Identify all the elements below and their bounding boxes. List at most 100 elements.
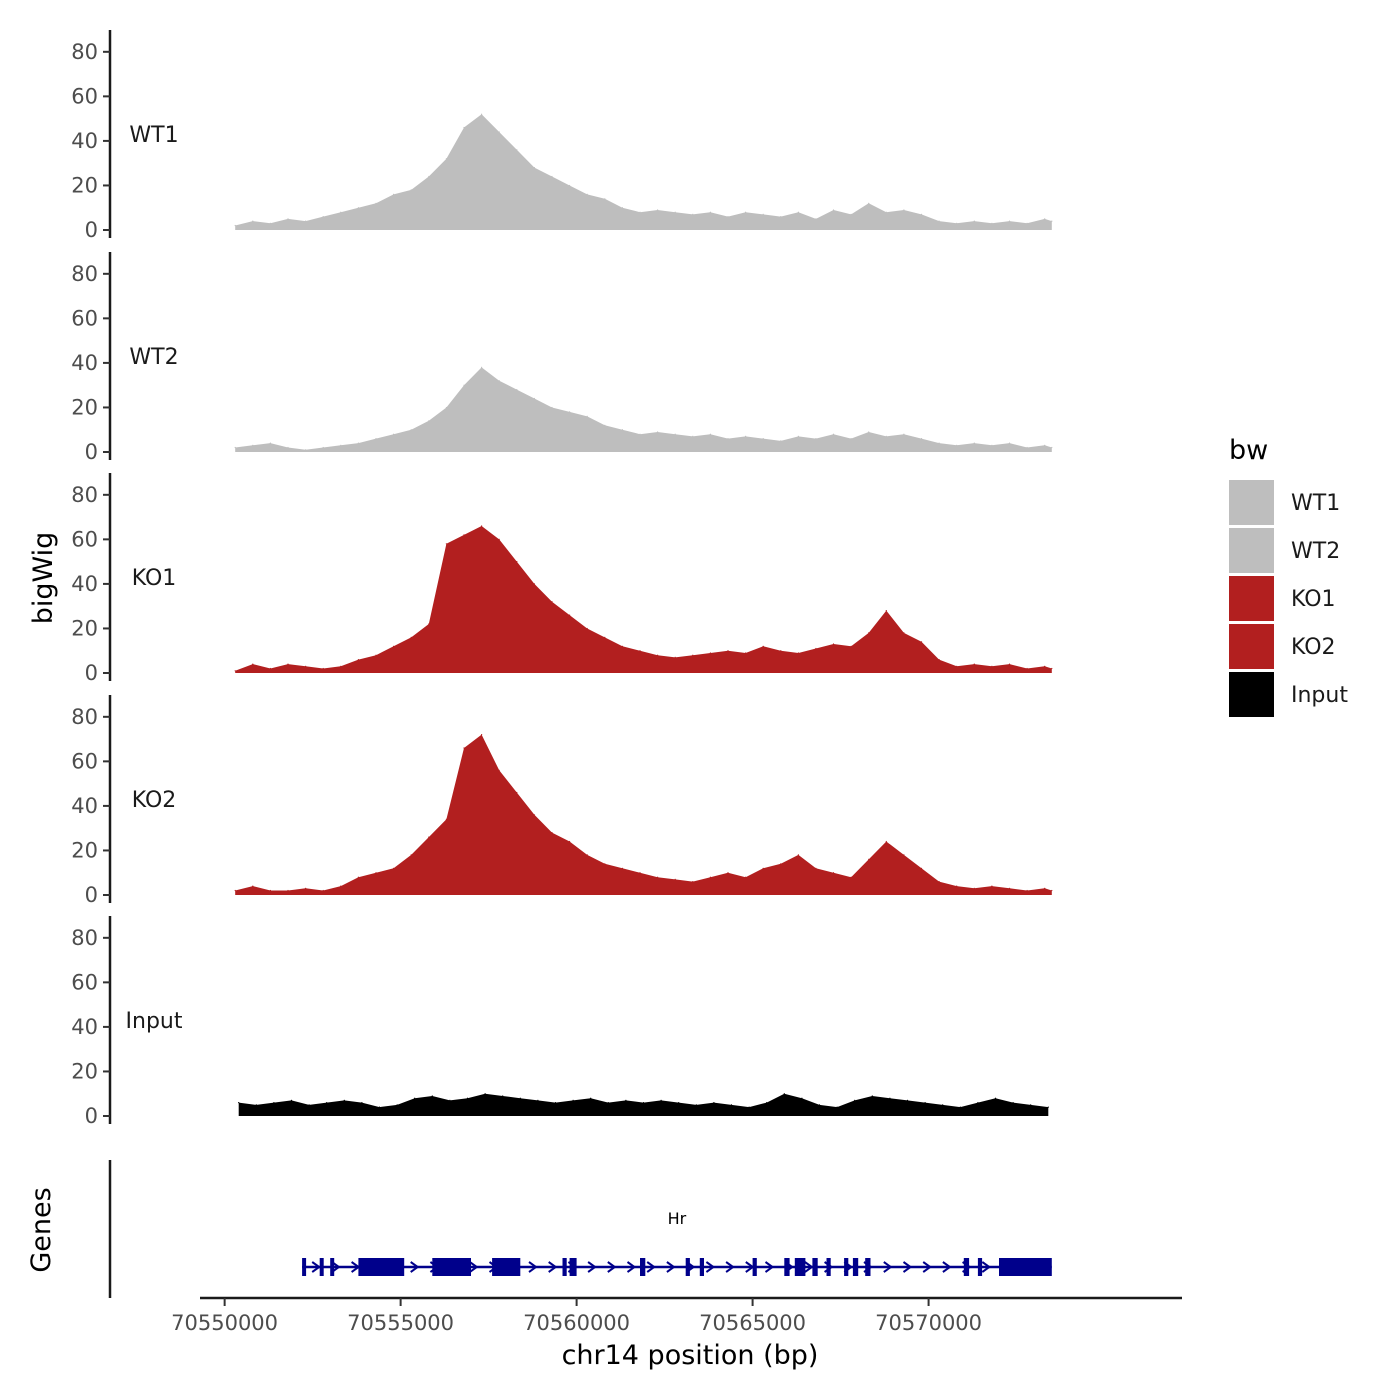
data-point <box>709 652 712 654</box>
track-panel-wt1: 0 20 40 60 80 WT1 <box>71 30 1053 242</box>
data-point <box>1026 889 1028 892</box>
data-point <box>445 543 447 545</box>
data-point <box>885 610 887 612</box>
data-point <box>255 1104 257 1106</box>
gene-exon <box>752 1258 757 1276</box>
data-point <box>445 158 447 160</box>
legend-key-wt2 <box>1229 528 1274 573</box>
data-point <box>375 654 377 656</box>
data-point <box>269 889 271 892</box>
data-point <box>850 438 852 440</box>
x-axis: 70550000 70555000 70560000 70565000 70570000… <box>171 1296 1182 1371</box>
data-point <box>713 1102 715 1104</box>
data-point <box>709 876 712 878</box>
data-point <box>1051 667 1053 670</box>
y-tick-label: 0 <box>85 661 98 685</box>
data-point <box>1030 1104 1032 1106</box>
data-point <box>903 433 905 435</box>
data-point <box>604 863 606 865</box>
data-point <box>621 645 624 647</box>
gene-exon <box>999 1258 1052 1276</box>
data-point <box>569 840 571 843</box>
track-label-input: Input <box>126 1009 183 1034</box>
strand-arrow <box>725 1261 735 1273</box>
data-point <box>305 449 307 451</box>
y-tick-label: 40 <box>71 1015 98 1039</box>
data-point <box>305 665 307 667</box>
y-tick-label: 20 <box>71 616 98 640</box>
data-point <box>502 1095 504 1097</box>
data-point <box>1026 446 1028 449</box>
data-point <box>537 1099 539 1101</box>
data-point <box>410 429 412 431</box>
data-point <box>393 867 395 869</box>
data-point <box>238 1102 240 1104</box>
data-point <box>428 836 430 838</box>
data-point <box>625 1099 627 1101</box>
data-point <box>692 881 694 883</box>
data-point <box>378 1106 381 1108</box>
data-point <box>428 623 430 625</box>
data-point <box>340 885 342 887</box>
track-panel-ko2: 0 20 40 60 80 KO2 <box>71 695 1053 907</box>
data-point <box>994 1097 997 1099</box>
strand-arrow <box>331 1261 341 1273</box>
data-point <box>1012 1102 1014 1104</box>
y-tick-label: 40 <box>71 351 98 375</box>
data-point <box>607 1102 609 1104</box>
y-tick-label: 40 <box>71 129 98 153</box>
data-point <box>868 431 870 433</box>
data-point <box>762 213 764 215</box>
data-point <box>959 1106 961 1108</box>
genes-panel: Genes Hr <box>26 1160 1052 1298</box>
track-panel-input: 0 20 40 60 80 Input <box>71 916 1049 1128</box>
data-point <box>920 438 923 440</box>
data-point <box>586 854 588 856</box>
data-point <box>639 872 641 874</box>
data-point <box>234 224 236 227</box>
data-point <box>639 211 641 213</box>
gene-exon <box>562 1258 567 1276</box>
data-point <box>727 650 729 652</box>
data-point <box>973 220 975 222</box>
data-point <box>375 438 377 440</box>
strand-arrow <box>705 1261 716 1273</box>
gene-exon <box>963 1258 970 1276</box>
data-point <box>322 889 324 892</box>
data-point <box>766 1102 768 1104</box>
data-point <box>885 435 887 437</box>
y-tick-label: 0 <box>85 218 98 242</box>
data-point <box>920 867 923 869</box>
y-tick-label: 60 <box>71 749 98 773</box>
strand-arrow <box>607 1261 617 1273</box>
strand-arrow <box>902 1261 913 1273</box>
legend: bw WT1 WT2 KO1 KO2 Input <box>1229 435 1348 717</box>
data-point <box>533 167 536 169</box>
x-tick-label: 70565000 <box>699 1311 806 1335</box>
data-point <box>920 213 923 215</box>
data-point <box>745 876 747 878</box>
data-point <box>252 220 254 222</box>
legend-label-ko1: KO1 <box>1291 587 1336 612</box>
data-point <box>942 1104 944 1106</box>
data-point <box>780 216 782 218</box>
strand-arrow <box>311 1261 321 1273</box>
data-point <box>920 641 923 643</box>
data-point <box>1044 887 1046 889</box>
y-tick-label: 20 <box>71 838 98 862</box>
data-point <box>709 211 712 213</box>
data-point <box>977 1102 979 1104</box>
data-point <box>762 645 764 647</box>
data-point <box>797 211 800 213</box>
data-point <box>727 438 729 440</box>
y-tick-label: 80 <box>71 262 98 286</box>
y-tick-label: 60 <box>71 84 98 108</box>
gene-exon <box>319 1258 324 1276</box>
data-point <box>252 885 254 887</box>
y-tick-label: 20 <box>71 395 98 419</box>
data-point <box>850 213 852 215</box>
data-point <box>414 1097 416 1099</box>
data-point <box>991 885 993 887</box>
y-tick-label: 80 <box>71 483 98 507</box>
data-point <box>780 440 782 442</box>
